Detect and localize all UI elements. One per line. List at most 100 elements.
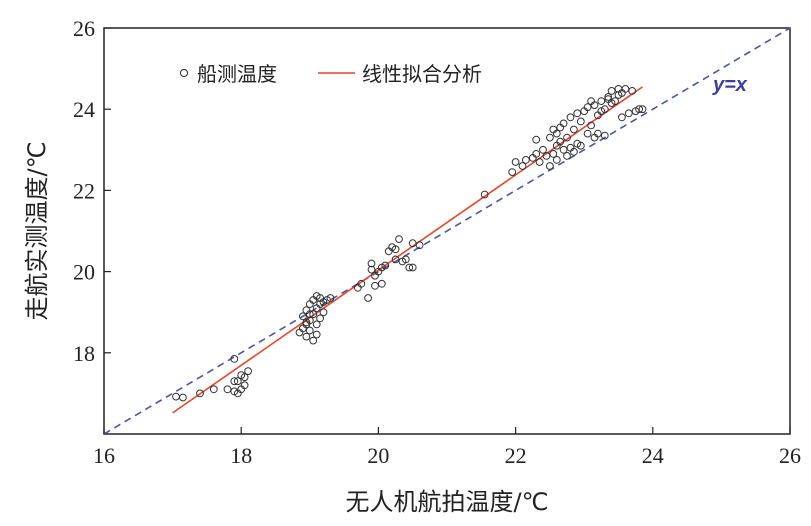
x-tick-label: 26 [779, 443, 801, 468]
data-point [607, 87, 616, 95]
x-tick-label: 20 [367, 443, 389, 468]
data-point [628, 87, 637, 95]
data-point [408, 239, 417, 248]
data-point [312, 320, 321, 329]
y-axis: 18 20 22 24 26 [73, 16, 111, 366]
data-point [367, 259, 376, 268]
y-tick-label: 22 [73, 178, 95, 203]
data-point [233, 377, 242, 386]
data-point [391, 255, 400, 264]
reference-line-label: y=x [712, 74, 748, 96]
data-point [244, 367, 253, 376]
data-point [583, 129, 592, 138]
data-point [309, 310, 318, 319]
data-point [240, 373, 249, 382]
data-point [556, 137, 565, 146]
data-point [597, 107, 606, 116]
data-point [316, 300, 325, 309]
data-point [511, 158, 520, 166]
data-point [611, 97, 619, 105]
data-point [401, 255, 410, 264]
data-point [312, 292, 321, 300]
data-point [594, 129, 602, 138]
data-point [405, 263, 414, 272]
data-point [209, 385, 218, 394]
data-point [559, 119, 568, 128]
fit-line-layer [172, 86, 643, 414]
data-point [559, 145, 568, 154]
data-point [563, 152, 571, 160]
data-point [480, 190, 489, 199]
data-point [576, 141, 585, 150]
fit-line [172, 86, 643, 414]
data-point [377, 279, 386, 288]
scatter-points-layer [172, 85, 647, 402]
data-point [230, 355, 239, 363]
data-point [381, 261, 390, 270]
legend-label-scatter: 船测温度 [197, 62, 277, 86]
data-point [237, 385, 246, 394]
data-point [364, 294, 373, 302]
data-point [546, 133, 554, 142]
data-point [357, 279, 366, 288]
data-point [587, 121, 595, 130]
data-point [604, 93, 613, 101]
reference-line-y-equals-x [103, 27, 791, 435]
data-point [576, 117, 585, 126]
data-point [552, 129, 561, 138]
data-point [305, 326, 314, 335]
data-point [570, 125, 578, 134]
data-point [566, 113, 575, 122]
data-point [549, 150, 558, 158]
data-point [367, 265, 376, 274]
data-point [408, 263, 417, 272]
data-point [597, 97, 606, 105]
data-point [573, 109, 582, 118]
data-point [621, 85, 630, 93]
data-point [583, 103, 592, 112]
y-tick-label: 26 [73, 16, 95, 41]
data-point [546, 162, 554, 170]
data-point [635, 105, 643, 114]
data-point [309, 336, 318, 345]
data-point [552, 156, 561, 164]
data-point [316, 314, 325, 323]
data-point [618, 113, 626, 122]
data-point [535, 158, 544, 166]
data-point [305, 310, 314, 319]
data-point [624, 109, 633, 118]
data-point [539, 145, 547, 154]
data-point [563, 133, 571, 142]
x-tick-label: 24 [642, 443, 664, 468]
y-tick-label: 20 [73, 260, 95, 285]
data-point [522, 156, 530, 164]
data-point [223, 385, 232, 394]
data-point [371, 281, 379, 290]
data-point [587, 97, 595, 105]
data-point [638, 105, 647, 114]
data-point [508, 168, 517, 177]
legend-marker-scatter [179, 68, 189, 78]
data-point [395, 235, 403, 244]
x-tick-label: 22 [505, 443, 527, 468]
data-point [196, 389, 204, 398]
data-point [391, 245, 400, 254]
reference-line-layer [103, 27, 791, 435]
data-point [518, 162, 527, 170]
data-point [604, 95, 613, 103]
legend: 船测温度 线性拟合分析 [179, 62, 482, 86]
y-tick-label: 18 [73, 341, 95, 366]
y-tick-label: 24 [73, 97, 95, 122]
data-point [326, 294, 335, 302]
data-point [415, 241, 424, 250]
data-point [302, 332, 311, 341]
data-point [312, 330, 321, 339]
data-point [532, 150, 541, 158]
x-axis: 16 18 20 22 24 26 [93, 427, 801, 468]
data-point [299, 312, 307, 321]
data-point [542, 152, 551, 160]
legend-label-fit: 线性拟合分析 [362, 62, 482, 86]
data-point [570, 147, 578, 156]
data-point [319, 308, 328, 317]
